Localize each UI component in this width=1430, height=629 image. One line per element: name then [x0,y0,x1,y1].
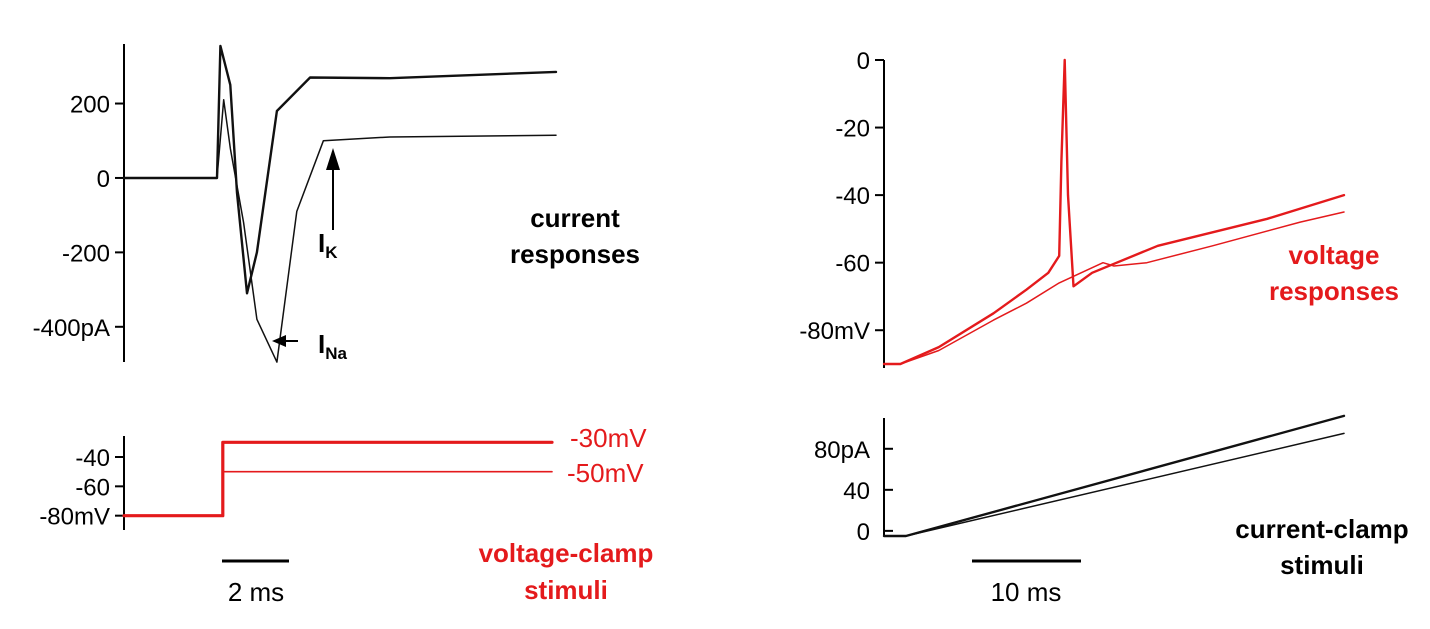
traces-voltage-responses [882,58,1346,366]
y-ticks-voltage-responses: 0 -20 -40 -60 -80mV [799,48,884,345]
ina-arrow-head [272,335,286,347]
current-responses-label-line2: responses [510,239,640,269]
y-tick-label-b-0: -40 [75,445,110,472]
trace-c-0 [882,58,1346,366]
y-tick-label-d-1: 40 [843,478,870,505]
trace-d-1 [883,432,1345,537]
y-tick-label-b-2: -80mV [39,504,110,531]
ina-label: INa [318,329,348,363]
ik-arrow-head [326,148,340,170]
trace-b-0 [122,440,554,518]
y-tick-label-a-1: 0 [97,166,110,193]
y-tick-label-c-1: -20 [835,116,870,143]
trace-a-0 [122,44,558,295]
voltage-clamp-caption-line1: voltage-clamp [479,538,654,568]
y-tick-label-a-0: 200 [70,92,110,119]
scale-bar-10ms-label: 10 ms [991,577,1062,607]
y-tick-label-c-2: -40 [835,183,870,210]
y-ticks-current-clamp-stimuli: 80pA 40 0 [814,437,893,546]
current-clamp-caption-line2: stimuli [1280,550,1364,580]
trace-b-1 [123,470,553,517]
voltage-clamp-caption-line2: stimuli [524,575,608,605]
y-tick-label-a-2: -200 [62,240,110,267]
y-tick-label-b-1: -60 [75,474,110,501]
ina-label-main: I [318,329,325,359]
step-label-30mv: -30mV [570,423,647,453]
y-tick-label-d-0: 80pA [814,437,870,464]
panel-voltage-clamp-stimuli: -40-60 -80mV -30mV -50mV 2 ms voltage-cla… [39,423,653,607]
ik-label-main: I [318,228,325,258]
y-ticks-current-responses: 200 0 -200 -400pA [33,92,124,342]
traces-current-clamp-stimuli [882,414,1346,538]
traces-voltage-clamp-stimuli [122,440,554,518]
y-ticks-voltage-clamp-stimuli: -40-60 -80mV [39,445,124,531]
current-clamp-caption-line1: current-clamp [1235,514,1408,544]
y-tick-label-c-4: -80mV [799,318,870,345]
y-tick-label-c-0: 0 [857,48,870,75]
y-tick-label-c-3: -60 [835,251,870,278]
voltage-responses-caption-line1: voltage [1288,240,1379,270]
y-tick-label-d-2: 0 [857,519,870,546]
current-responses-label-line1: current [530,203,620,233]
traces-current-responses [122,44,558,363]
step-label-50mv: -50mV [567,458,644,488]
ik-label: IK [318,228,338,262]
voltage-responses-caption-line2: responses [1269,276,1399,306]
scale-bar-2ms-label: 2 ms [228,577,284,607]
panel-voltage-responses: 0 -20 -40 -60 -80mV voltage responses [799,48,1399,368]
trace-c-1 [883,211,1345,365]
y-tick-label-a-3: -400pA [33,315,110,342]
panel-current-clamp-stimuli: 80pA 40 0 10 ms current-clamp stimuli [814,414,1409,607]
trace-a-1 [123,99,557,363]
ik-label-sub: K [325,243,338,262]
ina-label-sub: Na [325,344,347,363]
